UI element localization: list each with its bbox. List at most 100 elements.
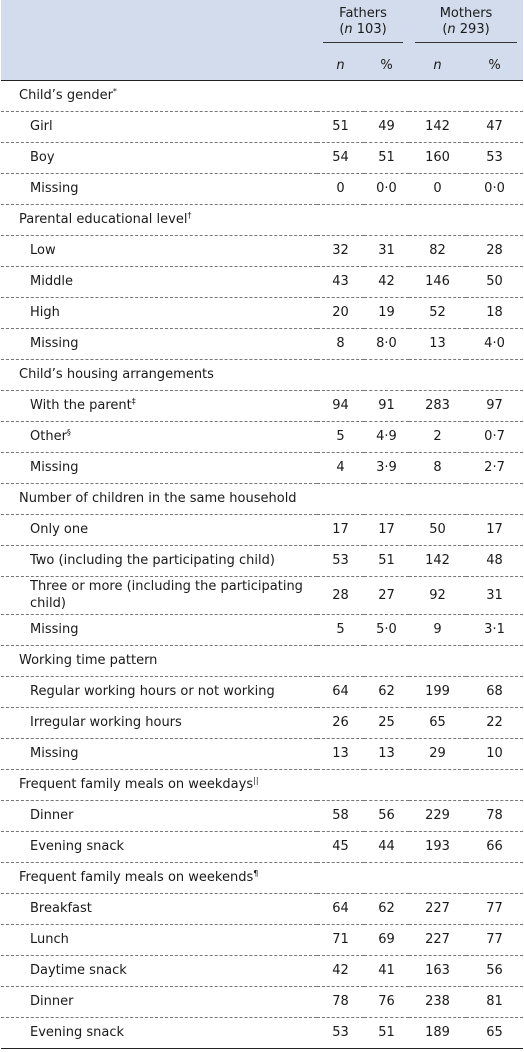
row-label: Boy — [1, 142, 317, 174]
fathers-n-cell: 0 — [317, 173, 364, 205]
category-label: Child’s gender* — [1, 80, 524, 112]
table-row: Evening snack 53 51 189 65 — [1, 1017, 524, 1049]
category-label: Parental educational level† — [1, 204, 524, 236]
fathers-n-cell: 54 — [317, 142, 364, 174]
row-label: Missing — [1, 614, 317, 646]
mothers-n-cell: 146 — [409, 266, 467, 298]
mothers-pct-cell: 31 — [466, 576, 524, 615]
fathers-n-cell: 17 — [317, 514, 364, 546]
mothers-pct-cell: 0·0 — [466, 173, 524, 205]
table-row: Middle 43 42 146 50 — [1, 266, 524, 298]
row-label-text: Dinner — [30, 808, 74, 823]
fathers-pct-cell: 51 — [364, 1017, 410, 1049]
mothers-n-cell: 0 — [409, 173, 467, 205]
table-row: Three or more (including the participati… — [1, 576, 524, 615]
row-label-text: Boy — [30, 150, 55, 165]
fathers-n-cell: 51 — [317, 111, 364, 143]
row-label-text: Evening snack — [30, 1025, 125, 1040]
mothers-n-cell: 65 — [409, 707, 467, 739]
fathers-pct-cell: 44 — [364, 831, 410, 863]
mothers-pct-cell: 97 — [466, 390, 524, 422]
fathers-n-cell: 53 — [317, 1017, 364, 1049]
row-label-text: Breakfast — [30, 901, 92, 916]
footnote-mark: ¶ — [253, 869, 259, 878]
row-label: With the parent‡ — [1, 390, 317, 422]
row-label-text: Two (including the participating child) — [30, 553, 275, 568]
table-row: Girl 51 49 142 47 — [1, 111, 524, 143]
fathers-n-cell: 28 — [317, 576, 364, 615]
fathers-pct-cell: 3·9 — [364, 452, 410, 484]
table-row: Only one 17 17 50 17 — [1, 514, 524, 546]
footnote-mark: § — [66, 428, 71, 437]
table-row: Other§ 5 4·9 2 0·7 — [1, 421, 524, 453]
table-row: Breakfast 64 62 227 77 — [1, 893, 524, 925]
mothers-label: Mothers — [439, 6, 493, 21]
mothers-pct-cell: 66 — [466, 831, 524, 863]
row-label: Missing — [1, 173, 317, 205]
row-label: Two (including the participating child) — [1, 545, 317, 577]
mothers-n-cell: 227 — [409, 893, 467, 925]
row-label-text: Low — [30, 243, 56, 258]
fathers-pct-cell: 91 — [364, 390, 410, 422]
row-label: Dinner — [1, 800, 317, 832]
fathers-n-cell: 8 — [317, 328, 364, 360]
subheader-blank-cell — [1, 52, 317, 81]
fathers-n-cell: 71 — [317, 924, 364, 956]
table-row: Regular working hours or not working 64 62… — [1, 676, 524, 708]
mothers-n-cell: 163 — [409, 955, 467, 987]
fathers-n-cell: 5 — [317, 614, 364, 646]
category-title: Frequent family meals on weekends — [19, 870, 254, 885]
fathers-n-cell: 58 — [317, 800, 364, 832]
mothers-n-cell: 229 — [409, 800, 467, 832]
fathers-pct-cell: 49 — [364, 111, 410, 143]
table-body: Child’s gender* Girl 51 49 142 47 Boy 54 51 160 53… — [1, 80, 524, 1049]
mothers-n-cell: 9 — [409, 614, 467, 646]
row-label: Missing — [1, 452, 317, 484]
row-label-text: Missing — [30, 746, 79, 761]
mothers-pct-cell: 78 — [466, 800, 524, 832]
fathers-pct-cell: 5·0 — [364, 614, 410, 646]
fathers-pct-cell: 42 — [364, 266, 410, 298]
fathers-n-cell: 32 — [317, 235, 364, 267]
row-label: Regular working hours or not working — [1, 676, 317, 708]
row-label: Low — [1, 235, 317, 267]
mothers-n-cell: 142 — [409, 111, 467, 143]
mothers-n-cell: 227 — [409, 924, 467, 956]
row-label-text: Only one — [30, 522, 89, 537]
table-row: Missing 13 13 29 10 — [1, 738, 524, 770]
fathers-pct-header: % — [364, 52, 410, 81]
category-label: Working time pattern — [1, 645, 524, 677]
mothers-pct-cell: 48 — [466, 545, 524, 577]
row-label: Evening snack — [1, 1017, 317, 1049]
fathers-n-cell: 20 — [317, 297, 364, 329]
mothers-n-cell: 160 — [409, 142, 467, 174]
fathers-pct-cell: 13 — [364, 738, 410, 770]
row-label-text: Missing — [30, 336, 79, 351]
table-header: Fathers (n 103) Mothers (n 293) n % n % — [1, 0, 524, 81]
fathers-n-cell: 78 — [317, 986, 364, 1018]
table-row: Irregular working hours 26 25 65 22 — [1, 707, 524, 739]
row-label-text: Missing — [30, 460, 79, 475]
row-label: Irregular working hours — [1, 707, 317, 739]
row-label: Other§ — [1, 421, 317, 453]
fathers-pct-cell: 51 — [364, 142, 410, 174]
mothers-pct-cell: 18 — [466, 297, 524, 329]
fathers-pct-cell: 0·0 — [364, 173, 410, 205]
fathers-column-group: Fathers (n 103) — [317, 0, 409, 52]
row-label: Daytime snack — [1, 955, 317, 987]
row-label: Middle — [1, 266, 317, 298]
category-row: Child’s housing arrangements — [1, 359, 524, 391]
row-label-text: Missing — [30, 622, 79, 637]
fathers-pct-cell: 62 — [364, 676, 410, 708]
mothers-pct-cell: 56 — [466, 955, 524, 987]
mothers-pct-cell: 68 — [466, 676, 524, 708]
mothers-pct-cell: 47 — [466, 111, 524, 143]
table-row: Daytime snack 42 41 163 56 — [1, 955, 524, 987]
category-title: Parental educational level — [19, 212, 188, 227]
row-label-text: Evening snack — [30, 839, 125, 854]
row-label-text: Middle — [30, 274, 73, 289]
mothers-n-cell: 142 — [409, 545, 467, 577]
fathers-pct-cell: 56 — [364, 800, 410, 832]
category-title: Frequent family meals on weekdays — [19, 777, 254, 792]
